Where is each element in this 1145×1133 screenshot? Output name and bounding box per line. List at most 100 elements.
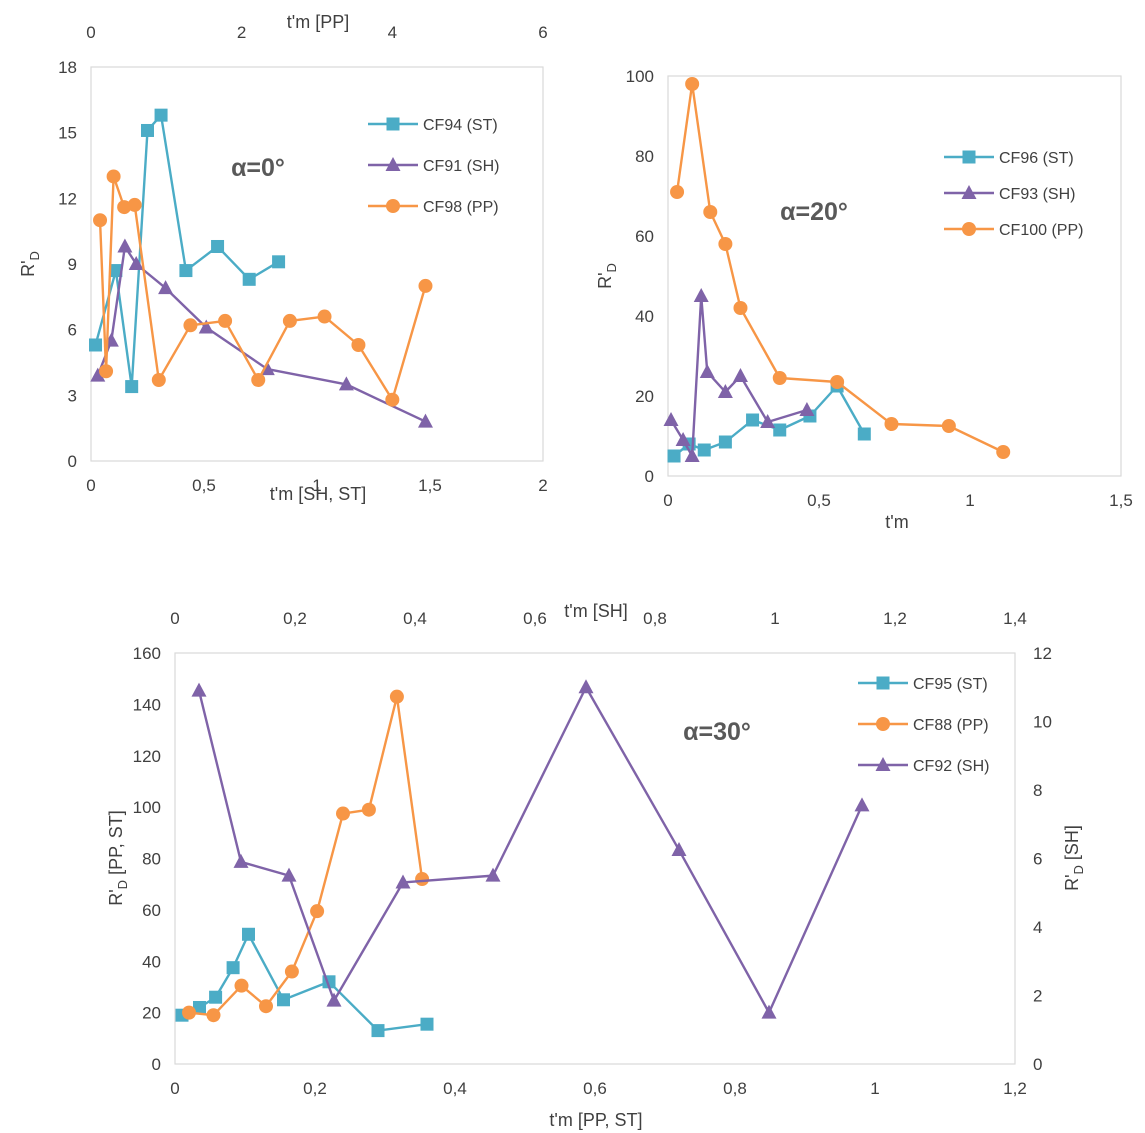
y-tick-label: 9 [68, 255, 77, 274]
chart-panel-2: 0 0,5 1 1,5 0 20 40 60 80 100 t'm R'D CF96 (ST) CF93 … [595, 67, 1133, 532]
y-axis-title-main: R' [595, 272, 615, 288]
y-axis-title-subscript: D [604, 263, 619, 272]
angle-annotation: α=30° [683, 718, 751, 746]
series-st [89, 108, 286, 394]
chart-panel-1: 0 0,5 1 1,5 2 0 3 6 9 12 15 18 0 2 4 6 t'm [SH, ST] t'm [… [18, 12, 548, 504]
y-tick-label: 160 [133, 644, 161, 663]
data-point [182, 1005, 196, 1020]
y2-axis-title-rest: [SH] [1062, 825, 1082, 865]
x-axis-title: t'm [SH, ST] [270, 484, 366, 504]
data-point [418, 278, 433, 293]
data-point [154, 108, 168, 122]
y-axis-title: R'D [PP, ST] [106, 810, 130, 906]
data-point [717, 384, 733, 398]
legend-label: CF94 (ST) [423, 117, 498, 134]
data-point [718, 435, 732, 449]
y-tick-label: 0 [152, 1055, 161, 1074]
data-point [675, 432, 691, 446]
data-point [415, 872, 430, 887]
data-point [218, 313, 233, 328]
data-point [773, 423, 787, 437]
y2-tick-label: 4 [1033, 918, 1042, 937]
legend-swatch-marker [876, 717, 890, 731]
legend-label: CF91 (SH) [423, 158, 499, 175]
data-point [128, 256, 144, 270]
y-tick-label: 20 [142, 1004, 161, 1023]
data-point [127, 197, 142, 212]
data-point [282, 313, 297, 328]
plot-area-border [667, 75, 1122, 477]
data-point [106, 169, 121, 184]
data-point [226, 961, 240, 975]
data-point [117, 238, 133, 253]
y2-axis-title: R'D [SH] [1062, 825, 1086, 891]
data-point [209, 990, 223, 1004]
data-point [371, 1024, 385, 1038]
series-line [188, 695, 424, 1017]
data-point [799, 402, 815, 416]
y-tick-label: 12 [58, 189, 77, 208]
legend-item: CF88 (PP) [858, 717, 989, 734]
legend-item: CF92 (SH) [858, 757, 989, 775]
data-point [117, 200, 132, 215]
data-point [281, 867, 297, 882]
y-axis-title-subscript: D [115, 880, 130, 889]
series-sh [90, 238, 433, 428]
x2-tick-label: 6 [538, 23, 547, 42]
data-point [284, 964, 299, 979]
data-point [671, 841, 687, 856]
x2-tick-label: 0,4 [403, 609, 427, 628]
x-tick-label: 0,4 [443, 1079, 467, 1098]
data-point [242, 272, 256, 286]
x2-axis-title: t'm [PP] [287, 12, 349, 32]
data-point [699, 364, 715, 378]
y-tick-label: 140 [133, 695, 161, 714]
data-point [854, 797, 870, 812]
series-sh [191, 679, 870, 1019]
plot-area-border [174, 652, 1016, 1065]
x2-tick-label: 2 [237, 23, 246, 42]
x2-tick-label: 0,8 [643, 609, 667, 628]
data-point [310, 904, 325, 919]
y2-tick-label: 2 [1033, 987, 1042, 1006]
x-tick-label: 2 [538, 476, 547, 495]
data-point [272, 255, 286, 269]
x2-tick-label: 0,6 [523, 609, 547, 628]
data-point [141, 123, 154, 137]
data-point [389, 689, 404, 704]
legend-item: CF91 (SH) [368, 157, 499, 175]
data-point [684, 448, 700, 462]
legend-swatch-marker [876, 676, 890, 690]
legend-label: CF88 (PP) [913, 717, 989, 734]
data-point [857, 427, 871, 441]
data-point [234, 978, 249, 993]
x-tick-label: 1,5 [1109, 491, 1133, 510]
data-point [733, 301, 748, 315]
data-point [670, 185, 685, 199]
x-tick-label: 0,8 [723, 1079, 747, 1098]
data-point [191, 682, 207, 697]
x-tick-label: 0,6 [583, 1079, 607, 1098]
legend-swatch-marker [875, 757, 891, 771]
legend-item: CF93 (SH) [944, 185, 1075, 203]
data-point [667, 449, 681, 463]
x2-tick-label: 0 [86, 23, 95, 42]
data-point [233, 853, 249, 868]
y-tick-label: 20 [635, 387, 654, 406]
x-tick-label: 0,5 [807, 491, 831, 510]
x-tick-label: 0 [663, 491, 672, 510]
data-point [361, 802, 376, 817]
data-point [732, 368, 748, 382]
legend-label: CF93 (SH) [999, 186, 1075, 203]
data-point [183, 318, 198, 333]
y-tick-label: 120 [133, 747, 161, 766]
x-tick-label: 1 [312, 476, 321, 495]
legend-label: CF98 (PP) [423, 199, 499, 216]
data-point [884, 417, 899, 431]
data-point [697, 443, 711, 457]
data-point [90, 367, 106, 382]
angle-annotation: α=20° [780, 198, 848, 226]
y-tick-label: 0 [68, 452, 77, 471]
y2-axis-title-subscript: D [1071, 865, 1086, 874]
x2-tick-label: 0,2 [283, 609, 307, 628]
